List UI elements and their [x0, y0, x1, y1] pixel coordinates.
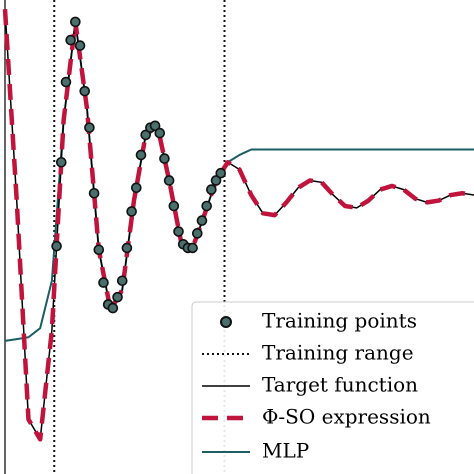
series-line — [4, 20, 474, 342]
training-point — [131, 182, 142, 194]
training-point — [149, 120, 161, 132]
legend: Training points Training range Target func… — [191, 301, 474, 474]
training-point — [88, 187, 100, 199]
training-point — [93, 244, 105, 256]
training-point — [135, 149, 147, 161]
training-point — [173, 226, 184, 237]
legend-label: Target function — [262, 373, 418, 397]
training-point — [163, 175, 175, 186]
training-point — [65, 34, 76, 46]
training-point — [70, 16, 81, 28]
legend-marker — [220, 316, 232, 328]
training-point — [55, 156, 67, 168]
training-point — [210, 175, 222, 186]
training-point — [74, 40, 86, 51]
training-point — [201, 200, 212, 212]
training-point — [187, 242, 198, 254]
training-point — [215, 167, 227, 179]
training-point — [112, 291, 123, 303]
legend-label: MLP — [262, 439, 309, 463]
training-point — [196, 215, 208, 226]
training-point — [116, 275, 128, 287]
training-point — [154, 127, 166, 139]
legend-label: Φ-SO expression — [262, 405, 431, 429]
training-point — [126, 206, 137, 217]
training-point — [159, 153, 170, 164]
training-point — [60, 76, 72, 88]
training-point — [51, 240, 62, 252]
training-point — [121, 242, 133, 254]
training-point — [79, 85, 91, 97]
training-point — [107, 302, 119, 314]
training-point — [140, 129, 151, 141]
legend-box — [191, 301, 474, 474]
training-point — [84, 122, 95, 133]
training-point — [191, 228, 203, 239]
legend-label: Training points — [262, 309, 417, 333]
training-point — [206, 184, 217, 195]
training-point — [168, 200, 180, 212]
legend-label: Training range — [262, 341, 414, 365]
series-line — [2, 8, 474, 442]
training-point — [98, 277, 109, 288]
